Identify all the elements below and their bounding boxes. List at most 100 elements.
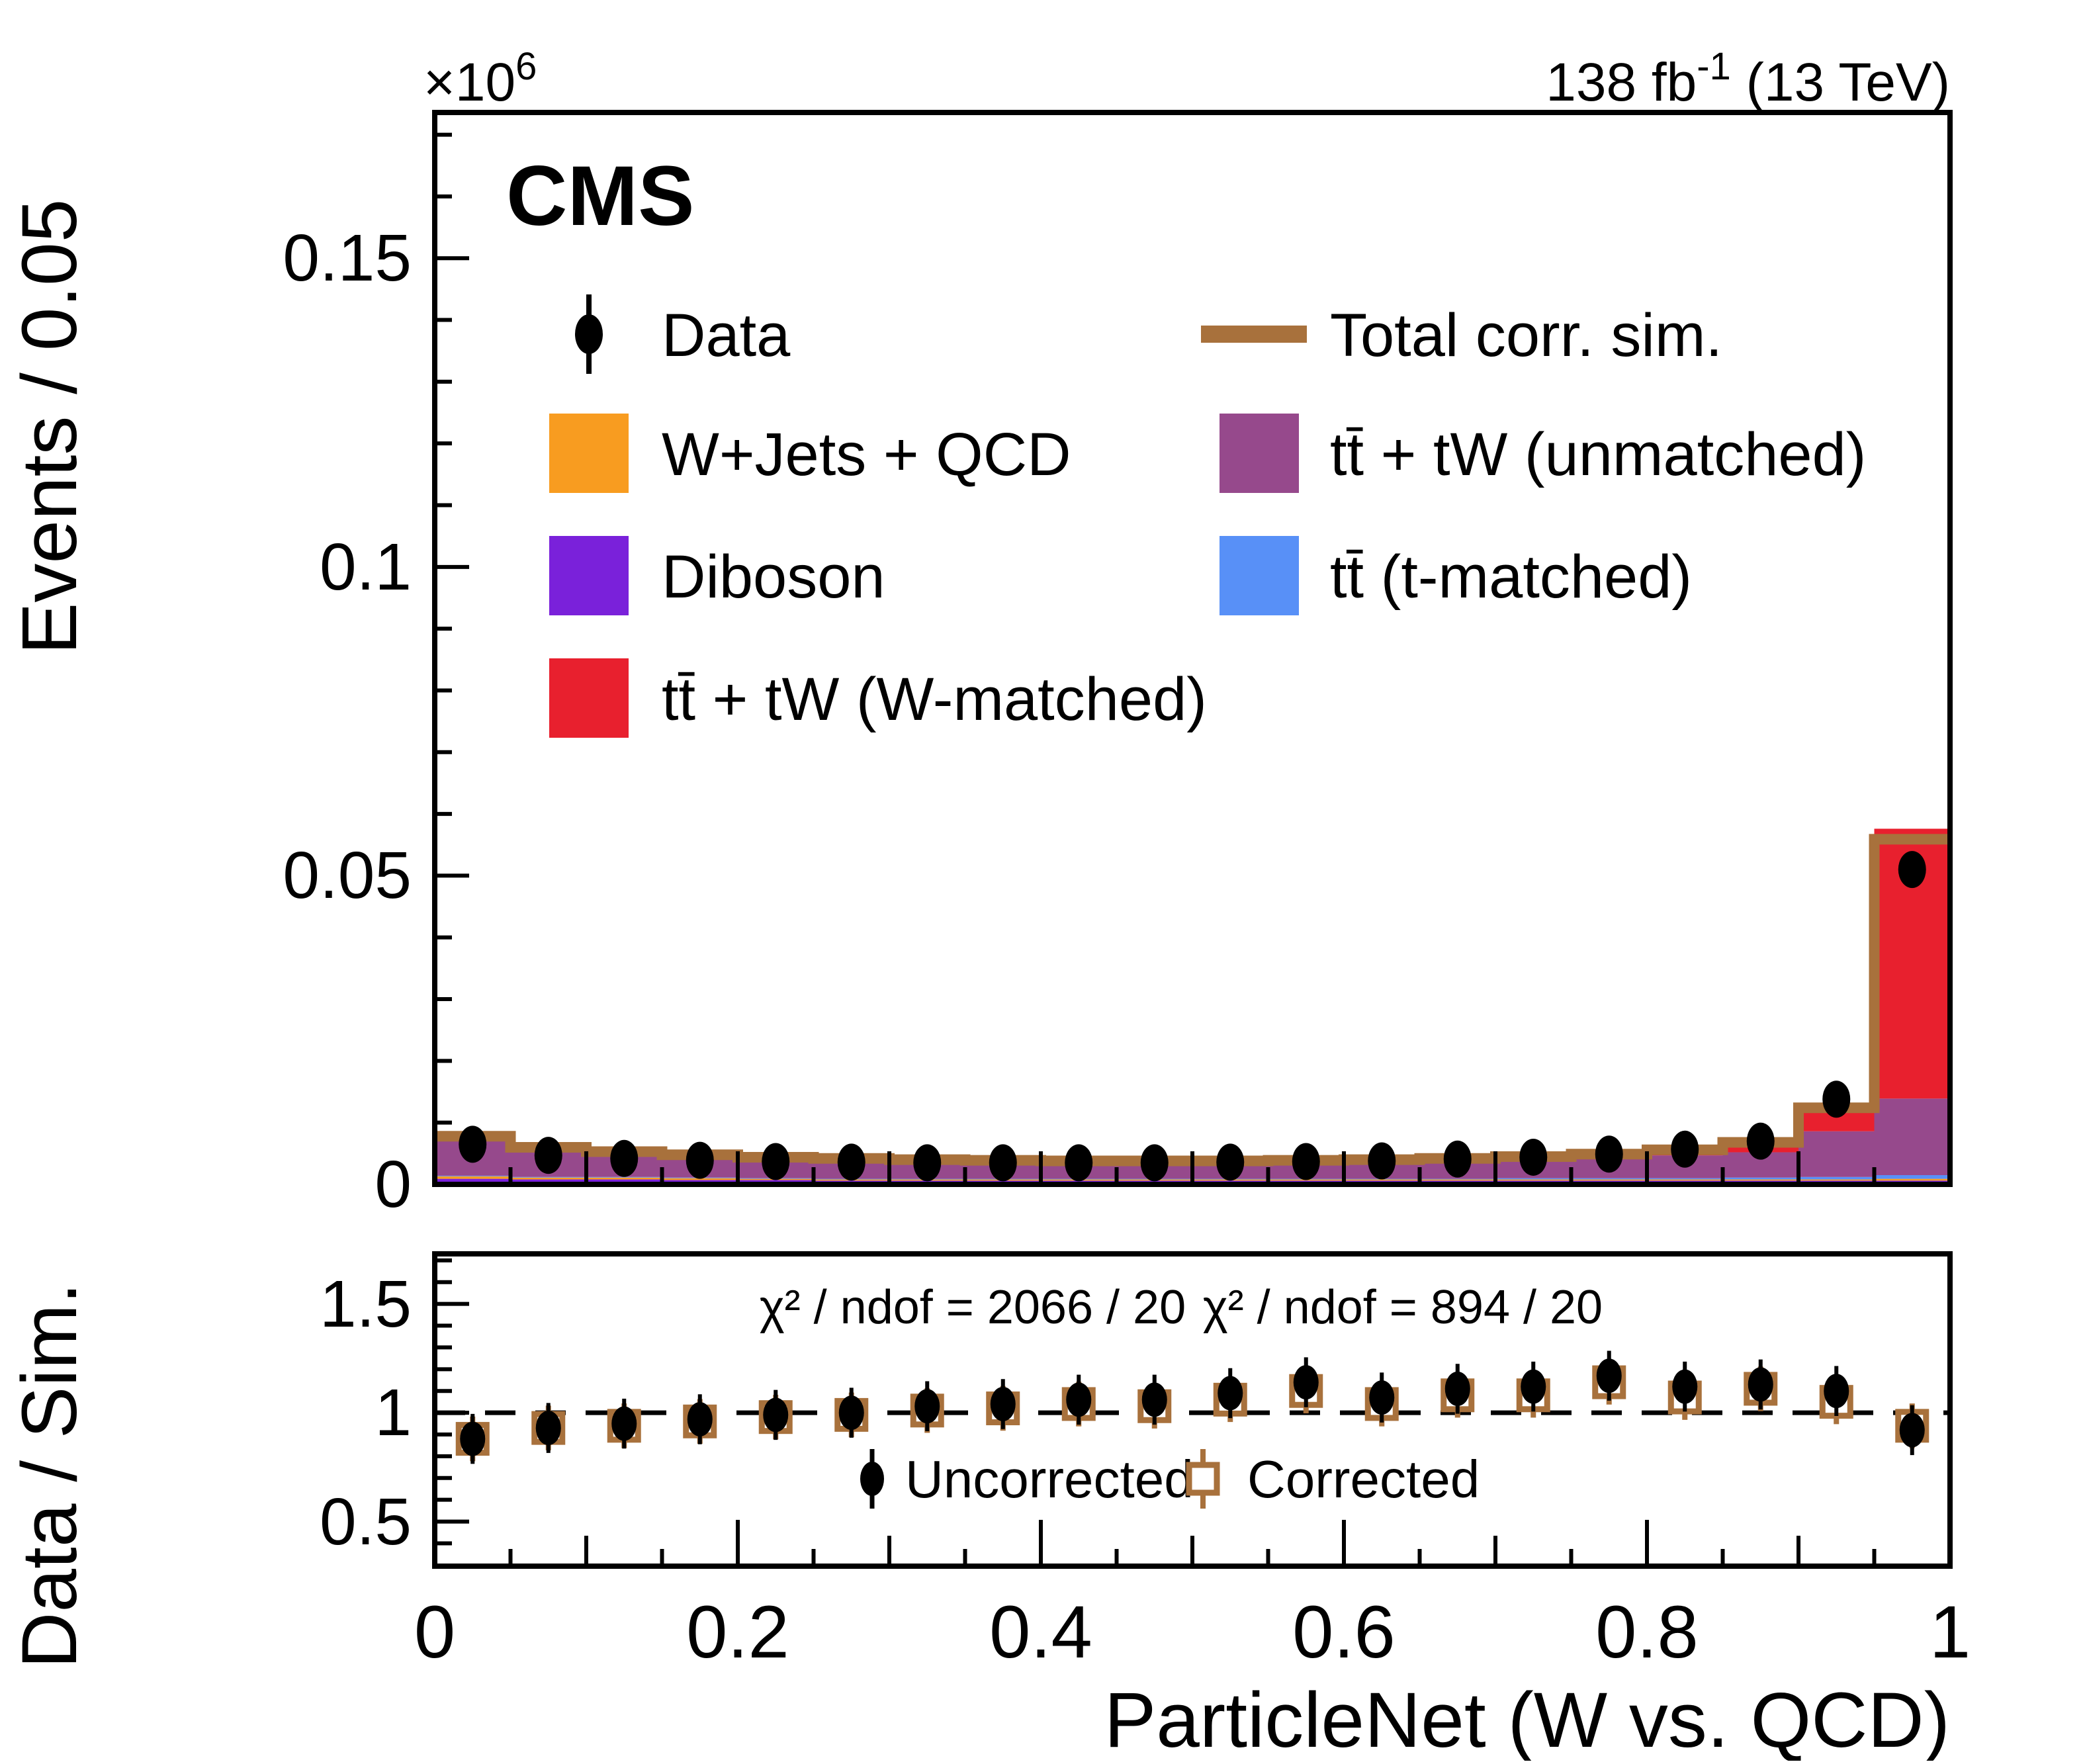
ratio-axis-ticks <box>435 1258 1877 1566</box>
legend-swatch-wjets <box>549 414 629 493</box>
main-frame <box>432 110 1953 1187</box>
ratio-point-uncorrected <box>990 1386 1016 1421</box>
ratio-point-uncorrected <box>1293 1365 1319 1400</box>
legend-diboson-label: Diboson <box>662 543 885 611</box>
data-point <box>1822 1080 1851 1118</box>
data-point <box>686 1141 714 1179</box>
histogram-bar <box>1571 1178 1647 1180</box>
histogram-bar <box>1647 1179 1723 1181</box>
ratio-legend-corrected-label: Corrected <box>1247 1450 1480 1509</box>
xtick-04: 0.4 <box>989 1591 1092 1673</box>
data-point <box>1746 1122 1775 1160</box>
stacked-histogram <box>435 828 1950 1184</box>
histogram-bar <box>1874 1175 1950 1179</box>
main-y-axis-title: Events / 0.05 <box>6 199 93 655</box>
ratio-point-uncorrected <box>1824 1374 1849 1409</box>
chi2-corrected: χ² / ndof = 894 / 20 <box>1203 1281 1603 1334</box>
data-point <box>1368 1142 1396 1180</box>
histogram-bar <box>435 1178 511 1184</box>
ratio-point-uncorrected <box>763 1397 789 1433</box>
data-point <box>837 1143 865 1181</box>
cms-label: CMS <box>506 149 694 243</box>
data-point <box>913 1144 942 1182</box>
data-points <box>459 851 1926 1182</box>
chi2-uncorrected: χ² / ndof = 2066 / 20 <box>760 1281 1186 1334</box>
main-ytick-005: 0.05 <box>283 838 412 912</box>
legend-swatch-wmatched <box>549 658 629 738</box>
data-point <box>1065 1144 1093 1182</box>
histogram-bar <box>586 1176 662 1178</box>
xtick-06: 0.6 <box>1292 1591 1396 1673</box>
ratio-point-uncorrected <box>1369 1380 1395 1415</box>
legend-swatch-tmatched <box>1220 536 1299 615</box>
ratio-point-uncorrected <box>1521 1369 1546 1404</box>
ratio-point-uncorrected <box>1444 1371 1470 1406</box>
ratio-panel: Data / Sim. 0.5 1 1.5 χ² / ndof = 2066 /… <box>6 1251 1971 1764</box>
data-point <box>1140 1144 1169 1182</box>
ratio-legend-corrected-marker <box>1186 1462 1220 1496</box>
histogram-bar <box>1571 1179 1647 1181</box>
ratio-point-uncorrected <box>1748 1367 1773 1402</box>
histogram-bar <box>1722 1177 1798 1180</box>
ratio-point-uncorrected <box>1899 1413 1925 1448</box>
histogram-bar <box>1874 1098 1950 1176</box>
main-panel: ×106 138 fb-1 (13 TeV) Events / 0.05 0 0… <box>6 45 1953 1221</box>
histogram-bar <box>1798 1176 1875 1180</box>
legend-total-corr-label: Total corr. sim. <box>1330 302 1722 369</box>
ratio-frame <box>432 1251 1953 1569</box>
main-ytick-0: 0 <box>375 1147 412 1221</box>
histogram-bar <box>1722 1179 1798 1181</box>
data-point <box>1216 1143 1245 1181</box>
data-point <box>534 1137 562 1174</box>
histogram-bar <box>1419 1178 1495 1180</box>
ratio-point-uncorrected <box>914 1389 940 1424</box>
total-corr-sim-step <box>435 834 1950 1167</box>
ratio-point-uncorrected <box>460 1421 486 1456</box>
data-point <box>1671 1130 1699 1168</box>
data-point <box>1519 1138 1548 1176</box>
data-point <box>1595 1135 1623 1173</box>
x-axis-title: ParticleNet (W vs. QCD) <box>1104 1677 1950 1761</box>
data-point <box>610 1139 639 1177</box>
ratio-point-uncorrected <box>687 1401 713 1436</box>
data-point <box>1292 1143 1320 1180</box>
histogram-bar <box>435 1176 511 1179</box>
data-point <box>1443 1140 1472 1178</box>
histogram-bar <box>1874 1178 1950 1181</box>
legend-data-label: Data <box>662 302 791 369</box>
legend-swatch-diboson <box>549 536 629 615</box>
ratio-legend-uncorrected-label: Uncorrected <box>905 1450 1194 1509</box>
legend-tmatched-label: tt̄ (t-matched) <box>1330 543 1692 611</box>
histogram-bar <box>662 1178 738 1180</box>
ratio-point-uncorrected <box>1218 1376 1243 1411</box>
lumi-label: 138 fb-1 (13 TeV) <box>1546 45 1950 112</box>
histogram-bar <box>1344 1179 1420 1181</box>
ratio-point-uncorrected <box>611 1406 637 1441</box>
legend-unmatched-label: tt̄ + tW (unmatched) <box>1330 421 1866 488</box>
ratio-ytick-1: 1 <box>375 1376 412 1450</box>
xtick-02: 0.2 <box>686 1591 789 1673</box>
histogram-bar <box>1495 1179 1572 1181</box>
ratio-point-uncorrected <box>1141 1382 1167 1417</box>
main-ytick-01: 0.1 <box>320 530 412 604</box>
xtick-1: 1 <box>1930 1591 1971 1673</box>
ratio-y-axis-title: Data / Sim. <box>6 1282 93 1669</box>
data-point <box>762 1143 790 1180</box>
legend-swatch-unmatched <box>1220 414 1299 493</box>
total-corrected-sim-line <box>435 834 1950 1167</box>
ratio-point-uncorrected <box>1672 1369 1698 1404</box>
y-axis-exponent: ×106 <box>423 45 537 112</box>
data-point <box>989 1144 1017 1182</box>
ratio-ytick-05: 0.5 <box>320 1485 412 1559</box>
ratio-point-uncorrected <box>535 1411 561 1446</box>
histogram-bar <box>510 1176 586 1178</box>
histogram-bar <box>586 1177 662 1180</box>
histogram-bar <box>1495 1178 1572 1180</box>
xtick-08: 0.8 <box>1595 1591 1699 1673</box>
ratio-ytick-15: 1.5 <box>320 1267 412 1341</box>
histogram-bar <box>1647 1178 1723 1180</box>
ratio-points <box>455 1350 1930 1464</box>
legend-data-marker <box>575 314 603 354</box>
xtick-0: 0 <box>414 1591 455 1673</box>
